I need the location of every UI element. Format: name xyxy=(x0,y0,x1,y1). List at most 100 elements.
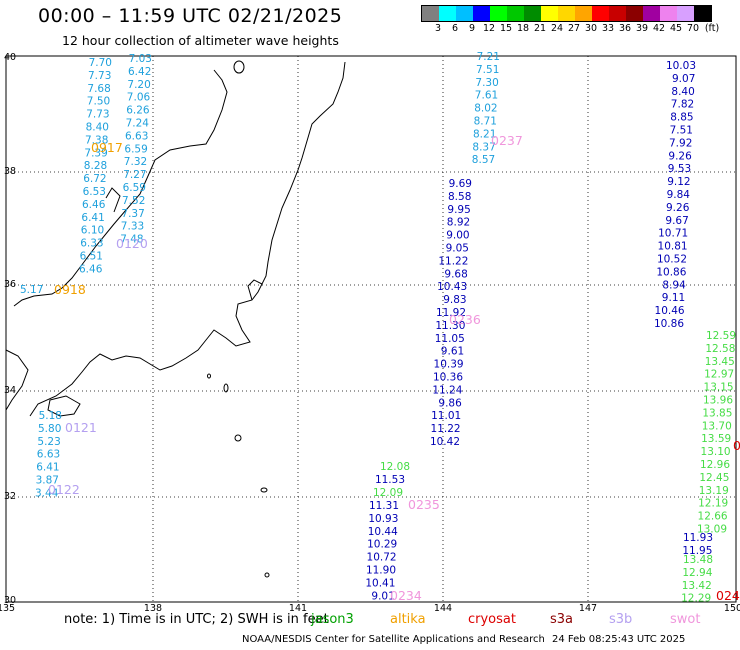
wave-height-value: 7.20 xyxy=(127,79,150,91)
wave-height-value: 7.27 xyxy=(123,169,146,181)
wave-height-value: 7.51 xyxy=(670,125,693,137)
island-oshima xyxy=(223,383,229,393)
note-text: note: 1) Time is in UTC; 2) SWH is in fe… xyxy=(64,612,329,627)
wave-height-value: 9.95 xyxy=(447,204,470,216)
island-small-1 xyxy=(264,572,270,578)
wave-height-value: 11.92 xyxy=(436,307,466,319)
latitude-label: 32 xyxy=(4,491,16,502)
wave-height-value: 7.32 xyxy=(124,156,147,168)
pass-time-label: 0234 xyxy=(390,588,422,603)
legend-swatch xyxy=(694,6,711,21)
wave-height-value: 9.86 xyxy=(438,397,462,409)
wave-height-value: 12.66 xyxy=(698,511,728,523)
pass-time-label: 0122 xyxy=(48,482,80,497)
legend-swatch xyxy=(660,6,677,21)
wave-height-value: 12.97 xyxy=(704,369,734,381)
legend-label: 3 xyxy=(434,23,442,34)
longitude-label: 150 xyxy=(724,603,740,614)
wave-height-value: 10.93 xyxy=(368,513,398,525)
wave-height-value: 10.29 xyxy=(367,539,397,551)
legend-swatch xyxy=(507,6,524,21)
legend-label: 39 xyxy=(635,23,649,34)
satellite-s3a: s3a xyxy=(550,612,574,627)
legend-label: 6 xyxy=(451,23,459,34)
wave-height-value: 8.02 xyxy=(474,103,497,115)
legend-swatch xyxy=(439,6,456,21)
wave-height-value: 7.24 xyxy=(126,118,150,130)
legend-swatch xyxy=(592,6,609,21)
wave-height-value: 9.67 xyxy=(665,215,688,227)
coastline-honshu-pacific xyxy=(29,61,346,417)
wave-height-value: 11.22 xyxy=(431,423,461,435)
latitude-label: 40 xyxy=(4,52,16,63)
wave-height-value: 11.95 xyxy=(682,545,712,557)
wave-height-value: 7.52 xyxy=(122,195,145,207)
wave-height-value: 9.26 xyxy=(668,150,692,162)
wave-height-value: 7.82 xyxy=(671,99,694,111)
wave-height-value: 9.01 xyxy=(371,590,394,602)
wave-height-value: 8.21 xyxy=(473,128,496,140)
latitude-label: 30 xyxy=(4,595,16,606)
wave-height-value: 10.72 xyxy=(367,552,397,564)
wave-height-value: 7.21 xyxy=(477,51,500,63)
latitude-label: 38 xyxy=(4,166,16,177)
pass-time-label: 0236 xyxy=(449,312,481,327)
wave-height-value: 7.38 xyxy=(85,134,108,146)
legend-swatch xyxy=(473,6,490,21)
wave-height-value: 7.30 xyxy=(475,77,498,89)
coastline-boso xyxy=(247,279,263,301)
wave-height-value: 13.48 xyxy=(683,554,713,566)
wave-height-value: 6.63 xyxy=(125,130,148,142)
legend-label: 45 xyxy=(669,23,683,34)
wave-height-value: 7.37 xyxy=(121,208,144,220)
wave-height-value: 9.07 xyxy=(672,73,695,85)
longitude-label: 141 xyxy=(289,603,307,614)
satellite-s3b: s3b xyxy=(609,612,633,627)
wave-height-value: 13.15 xyxy=(704,382,734,394)
legend-label: 18 xyxy=(516,23,530,34)
wave-height-value: 13.09 xyxy=(697,524,727,536)
wave-height-value: 9.00 xyxy=(446,230,469,242)
wave-height-value: 6.46 xyxy=(79,263,103,275)
wave-height-value: 11.90 xyxy=(366,565,396,577)
wave-height-value: 13.59 xyxy=(701,433,731,445)
legend-swatch xyxy=(558,6,575,21)
legend-swatch xyxy=(626,6,643,21)
wave-height-value: 5.17 xyxy=(20,284,43,296)
wave-height-value: 9.69 xyxy=(449,178,472,190)
legend-label: 12 xyxy=(482,23,496,34)
wave-height-value: 10.39 xyxy=(434,359,464,371)
legend-label: 9 xyxy=(468,23,476,34)
wave-height-value: 7.03 xyxy=(129,53,152,65)
wave-height-value: 6.10 xyxy=(81,225,104,237)
pass-time-label: 024 xyxy=(716,588,740,603)
island-sado xyxy=(233,60,245,74)
wave-height-value: 13.96 xyxy=(703,395,733,407)
wave-height-value: 10.86 xyxy=(656,266,686,278)
wave-height-value: 6.42 xyxy=(128,66,151,78)
wave-height-value: 8.58 xyxy=(448,191,471,203)
wave-height-value: 10.03 xyxy=(666,60,696,72)
legend-label: 30 xyxy=(584,23,598,34)
legend-swatch xyxy=(456,6,473,21)
wave-height-value: 9.84 xyxy=(667,189,691,201)
wave-height-value: 8.57 xyxy=(472,154,495,166)
wave-height-passes: 7.707.737.687.507.738.407.387.398.286.72… xyxy=(20,51,736,605)
latitude-tick-labels: 40 38 36 34 32 30 xyxy=(4,52,16,606)
wave-height-value: 6.33 xyxy=(80,238,103,250)
wave-height-value: 3.44 xyxy=(35,487,59,499)
wave-height-value: 8.40 xyxy=(86,122,109,134)
wave-height-value: 3.87 xyxy=(36,475,59,487)
legend-label: 15 xyxy=(499,23,513,34)
longitude-tick-labels: 135 138 141 144 147 150 xyxy=(0,603,740,614)
wave-height-value: 7.73 xyxy=(88,70,111,82)
latitude-label: 34 xyxy=(4,385,16,396)
wave-height-value: 12.08 xyxy=(380,461,410,473)
wave-height-value: 13.42 xyxy=(682,580,712,592)
coastline-shikoku xyxy=(47,395,81,417)
wave-height-value: 6.72 xyxy=(83,173,106,185)
wave-height-value: 10.36 xyxy=(433,372,463,384)
wave-height-value: 10.44 xyxy=(368,526,398,538)
map-frame xyxy=(5,55,737,603)
